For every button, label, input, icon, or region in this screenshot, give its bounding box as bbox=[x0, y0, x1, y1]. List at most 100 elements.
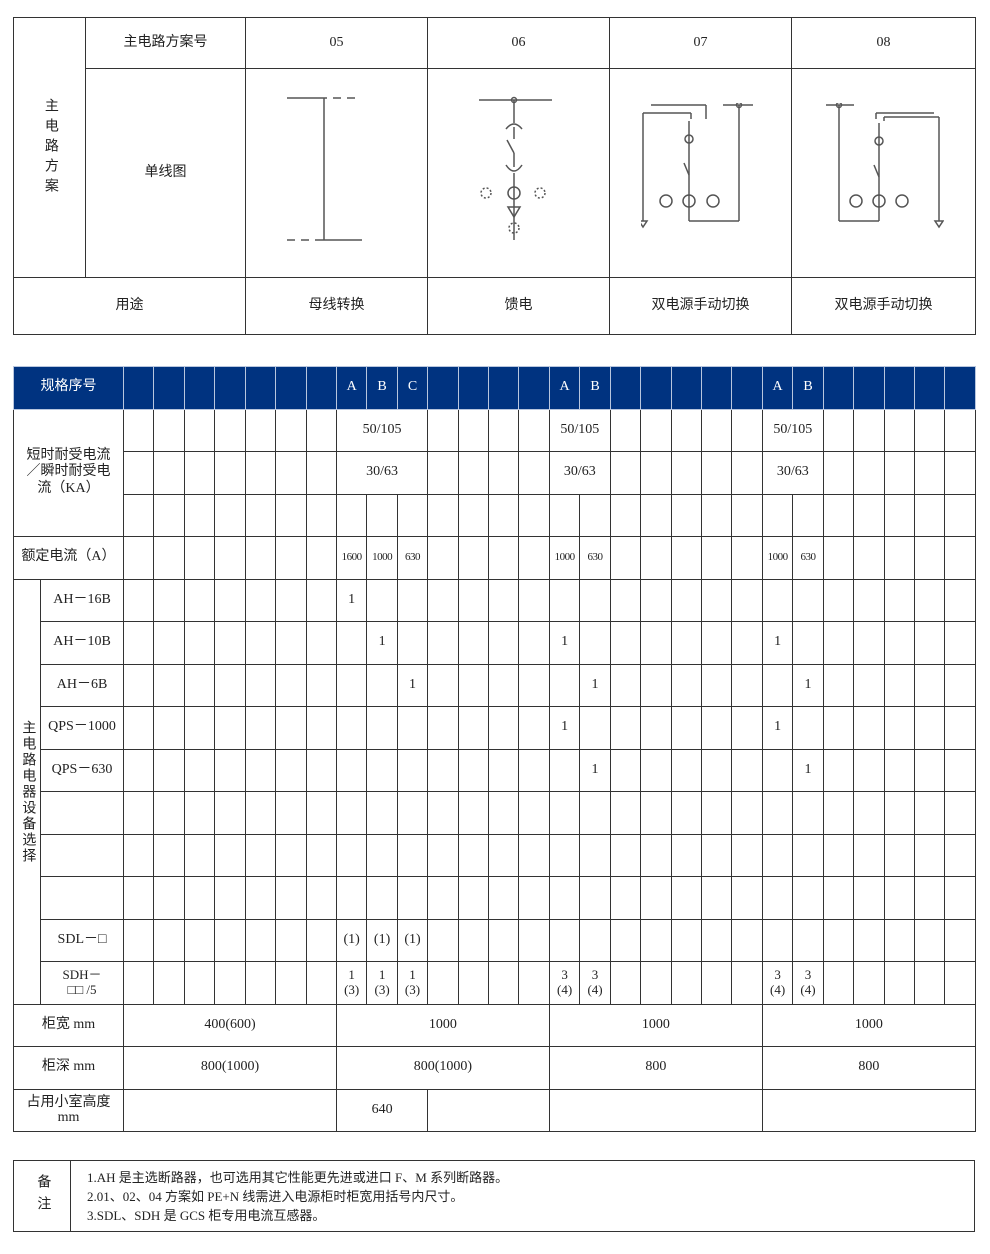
empty-cell bbox=[275, 961, 307, 1005]
empty-cell bbox=[731, 961, 763, 1005]
empty-cell bbox=[457, 748, 490, 792]
value-cell: 1 bbox=[548, 621, 581, 665]
feeder-diagram bbox=[478, 96, 552, 241]
empty-cell bbox=[396, 833, 429, 877]
empty-cell bbox=[335, 876, 368, 920]
empty-cell bbox=[792, 578, 824, 622]
empty-cell bbox=[670, 536, 703, 580]
empty-header-cell bbox=[701, 366, 733, 410]
empty-cell bbox=[488, 918, 520, 962]
empty-cell bbox=[518, 918, 550, 962]
empty-cell bbox=[822, 961, 855, 1005]
empty-cell bbox=[853, 748, 885, 792]
equipment-name: AH－6B bbox=[40, 663, 124, 707]
empty-cell bbox=[701, 408, 733, 452]
equipment-row: AH－6B 1 1 1 bbox=[14, 663, 976, 707]
rated-current-row: 额定电流（A） 1600 1000 630 1000 630 1000 630 bbox=[13, 536, 976, 580]
scheme-no: 06 bbox=[427, 17, 610, 69]
empty-cell bbox=[822, 451, 855, 495]
empty-cell bbox=[609, 536, 642, 580]
empty-cell bbox=[183, 748, 216, 792]
scheme-usage: 双电源手动切换 bbox=[609, 277, 792, 335]
empty-cell bbox=[609, 451, 642, 495]
empty-cell bbox=[701, 578, 733, 622]
empty-cell bbox=[275, 918, 307, 962]
empty-header-cell bbox=[944, 366, 976, 410]
empty-cell bbox=[609, 578, 642, 622]
empty-cell bbox=[244, 536, 277, 580]
empty-cell bbox=[396, 748, 429, 792]
empty-cell bbox=[640, 833, 672, 877]
empty-cell bbox=[913, 833, 946, 877]
value-cell: 1000 bbox=[335, 1003, 550, 1047]
empty-cell bbox=[640, 493, 672, 537]
value-cell: 1 bbox=[548, 706, 581, 750]
empty-cell bbox=[701, 748, 733, 792]
empty-cell bbox=[305, 621, 337, 665]
empty-cell bbox=[275, 578, 307, 622]
empty-cell bbox=[670, 621, 703, 665]
empty-cell bbox=[244, 663, 277, 707]
empty-cell bbox=[761, 493, 794, 537]
empty-cell bbox=[457, 408, 490, 452]
short-time-current-label: 短时耐受电流／瞬时耐受电流（KA） bbox=[13, 408, 124, 537]
empty-cell bbox=[275, 408, 307, 452]
empty-cell bbox=[944, 791, 976, 835]
empty-cell bbox=[670, 918, 703, 962]
empty-header-cell bbox=[122, 366, 155, 410]
empty-cell bbox=[883, 961, 915, 1005]
value-cell: 1 (3) bbox=[366, 961, 398, 1005]
empty-cell bbox=[731, 536, 763, 580]
empty-cell bbox=[913, 791, 946, 835]
empty-cell bbox=[944, 876, 976, 920]
empty-cell bbox=[701, 451, 733, 495]
empty-cell bbox=[305, 961, 337, 1005]
empty-cell bbox=[244, 451, 277, 495]
notes-box: 备注 1.AH 是主选断路器，也可选用其它性能更先进或进口 F、M 系列断路器。… bbox=[13, 1160, 975, 1232]
equipment-label: 主电路电器设备选择 bbox=[20, 719, 36, 864]
empty-cell bbox=[427, 663, 459, 707]
empty-cell bbox=[122, 961, 155, 1005]
empty-cell bbox=[122, 408, 155, 452]
empty-cell bbox=[822, 748, 855, 792]
empty-cell bbox=[122, 493, 155, 537]
note-line: 3.SDL、SDH 是 GCS 柜专用电流互感器。 bbox=[87, 1207, 326, 1223]
empty-cell bbox=[548, 833, 581, 877]
empty-cell bbox=[640, 663, 672, 707]
empty-cell bbox=[335, 706, 368, 750]
empty-cell bbox=[670, 748, 703, 792]
value-cell: 1 bbox=[335, 578, 368, 622]
empty-cell bbox=[609, 918, 642, 962]
value-cell: 1000 bbox=[761, 536, 794, 580]
notes-label-cell: 备注 bbox=[13, 1160, 71, 1232]
scheme-usage: 母线转换 bbox=[245, 277, 428, 335]
empty-cell bbox=[488, 961, 520, 1005]
dual-source-switch-diagram bbox=[637, 101, 753, 228]
value-cell: 3 (4) bbox=[792, 961, 824, 1005]
equipment-row bbox=[14, 791, 976, 835]
empty-cell bbox=[335, 833, 368, 877]
empty-header-cell bbox=[275, 366, 307, 410]
empty-cell bbox=[731, 451, 763, 495]
diagram-cell bbox=[609, 68, 792, 278]
empty-cell bbox=[366, 706, 398, 750]
scheme-no-label: 主电路方案号 bbox=[85, 17, 246, 69]
value-cell: 50/105 bbox=[548, 408, 611, 452]
empty-cell bbox=[822, 578, 855, 622]
empty-cell bbox=[305, 408, 337, 452]
empty-cell bbox=[548, 748, 581, 792]
value-cell: (1) bbox=[366, 918, 398, 962]
empty-cell bbox=[640, 961, 672, 1005]
empty-cell bbox=[731, 663, 763, 707]
empty-cell bbox=[183, 961, 216, 1005]
value-cell: 630 bbox=[579, 536, 611, 580]
empty-cell bbox=[913, 451, 946, 495]
empty-cell bbox=[518, 961, 550, 1005]
equipment-row: 主电路电器设备选择 AH－16B 1 bbox=[13, 578, 976, 1005]
empty-cell bbox=[579, 621, 611, 665]
short-time-current-row: 短时耐受电流／瞬时耐受电流（KA） 50/105 50/105 50/105 bbox=[13, 408, 976, 537]
empty-cell bbox=[944, 451, 976, 495]
empty-cell bbox=[548, 578, 581, 622]
empty-cell bbox=[731, 748, 763, 792]
empty-cell bbox=[640, 578, 672, 622]
